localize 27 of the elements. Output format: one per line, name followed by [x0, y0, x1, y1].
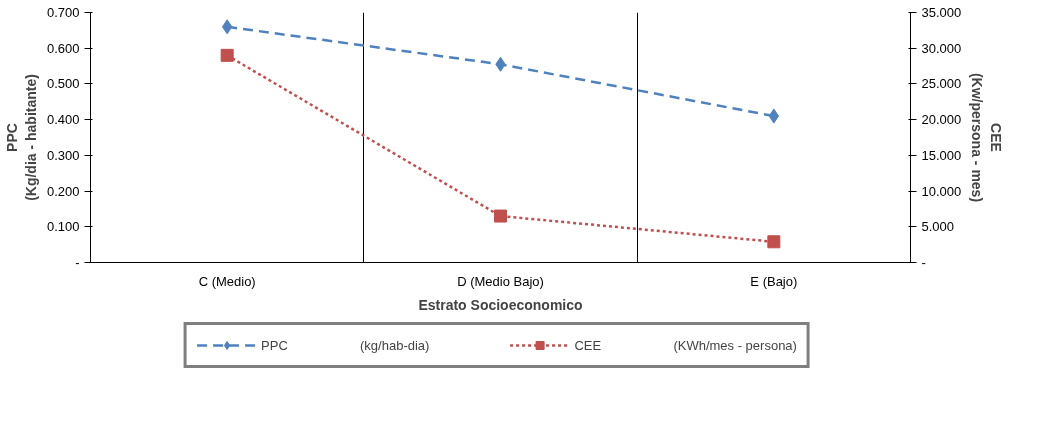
y2-tick-label: 5.000: [921, 219, 955, 235]
legend-label: PPC (kg/hab-dia): [261, 337, 430, 353]
y-tick-label: 0.500: [46, 76, 80, 92]
y2-tick-label: 20.000: [921, 112, 962, 128]
y2-axis-title: CEE (Kw/persona - mes): [969, 72, 1005, 203]
y2-tick-label: 10.000: [921, 183, 962, 199]
y2-tick-label: 35.000: [921, 5, 962, 20]
x-axis-title: Estrato Socioeconomico: [418, 296, 583, 313]
y2-tick-label: -: [921, 255, 926, 270]
y2-tick-label: 30.000: [921, 40, 962, 56]
x-tick-label: E (Bajo): [750, 273, 798, 289]
y-tick-label: 0.400: [46, 112, 80, 128]
legend-label: CEE (KWh/mes - persona): [574, 337, 797, 353]
point: [767, 235, 781, 249]
y-axis-title: PPC (Kg/dia - habitante): [3, 74, 39, 201]
y-tick-label: 0.600: [46, 40, 80, 56]
point: [494, 209, 507, 223]
y-tick-label: 0.700: [46, 5, 80, 20]
x-tick-label: C (Medio): [198, 273, 256, 289]
y-tick-label: 0.200: [46, 183, 80, 199]
x-tick-label: D (Medio Bajo): [457, 273, 544, 289]
y2-tick-label: 15.000: [921, 147, 962, 163]
y-tick-label: -: [75, 255, 80, 270]
y-tick-label: 0.300: [46, 147, 80, 163]
y2-tick-label: 25.000: [921, 76, 962, 92]
y-tick-label: 0.100: [46, 219, 80, 235]
point: [220, 48, 234, 62]
